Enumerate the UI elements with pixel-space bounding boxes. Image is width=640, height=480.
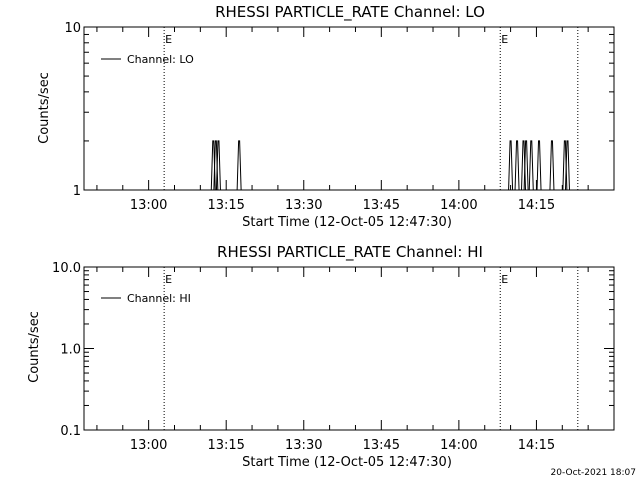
chart-lo-xtick-label: 14:15	[518, 198, 555, 213]
chart-lo-frame-rect	[83, 26, 615, 191]
chart-hi-title: RHESSI PARTICLE_RATE Channel: HI	[217, 243, 483, 262]
chart-hi-ytick-label: 1.0	[60, 343, 81, 358]
chart-hi-xtick-label: 13:15	[207, 438, 244, 453]
chart-hi-legend-label: Channel: HI	[127, 292, 191, 305]
chart-lo-data-spike	[523, 140, 529, 191]
chart-hi-xtick-label: 14:00	[440, 438, 477, 453]
chart-lo-marker-label: E	[501, 33, 508, 46]
chart-lo-legend-label: Channel: LO	[127, 53, 194, 66]
chart-lo-legend: Channel: LO	[101, 53, 194, 66]
chart-hi-marker-label: E	[501, 273, 508, 286]
chart-lo-series	[210, 140, 570, 191]
footer-timestamp: 20-Oct-2021 18:07	[551, 468, 636, 478]
chart-lo-xtick-label: 13:00	[130, 198, 167, 213]
chart-lo-ytick-label: 1	[73, 184, 81, 199]
chart-lo-data-spike	[564, 140, 570, 191]
chart-lo-ytick-label: 10	[64, 21, 81, 36]
chart-lo-data-spike	[215, 140, 221, 191]
chart-lo-xtick-label: 13:45	[363, 198, 400, 213]
chart-hi-ylabel: Counts/sec	[27, 311, 42, 383]
chart-lo-x-axis: 13:00 13:15 13:30 13:45 14:00 14:15	[96, 27, 615, 213]
chart-lo-marker-label: E	[165, 33, 172, 46]
chart-hi-ytick-label: 10.0	[52, 261, 81, 276]
chart-hi-xtick-label: 13:30	[285, 438, 322, 453]
chart-hi-y-axis: 0.1 1.0 10.0	[52, 261, 614, 439]
chart-lo-xtick-label: 14:00	[440, 198, 477, 213]
chart-lo-plot-frame	[83, 26, 615, 191]
chart-hi-xtick-label: 13:45	[363, 438, 400, 453]
chart-lo-panel: RHESSI PARTICLE_RATE Channel: LO Counts/…	[37, 3, 615, 230]
chart-lo-data-spike	[528, 140, 534, 191]
chart-lo-y-axis: 1 10	[64, 21, 614, 199]
chart-hi-legend: Channel: HI	[101, 292, 191, 305]
chart-lo-xtick-label: 13:15	[207, 198, 244, 213]
chart-lo-xlabel: Start Time (12-Oct-05 12:47:30)	[242, 215, 452, 230]
chart-lo-data-spike	[236, 140, 242, 191]
chart-lo-data-spike	[536, 140, 542, 191]
chart-hi-x-axis: 13:00 13:15 13:30 13:45 14:00 14:15	[96, 267, 615, 453]
chart-hi-panel: RHESSI PARTICLE_RATE Channel: HI Counts/…	[27, 243, 615, 470]
chart-hi-marker-label: E	[165, 273, 172, 286]
chart-hi-xtick-label: 13:00	[130, 438, 167, 453]
chart-lo-data-spike	[508, 140, 514, 191]
chart-lo-title: RHESSI PARTICLE_RATE Channel: LO	[215, 3, 485, 22]
chart-lo-xtick-label: 13:30	[285, 198, 322, 213]
chart-hi-xlabel: Start Time (12-Oct-05 12:47:30)	[242, 455, 452, 470]
chart-hi-xtick-label: 14:15	[518, 438, 555, 453]
chart-lo-data-spike	[549, 140, 555, 191]
chart-lo-data-spike	[514, 140, 520, 191]
chart-lo-ylabel: Counts/sec	[37, 72, 52, 144]
chart-hi-ytick-label: 0.1	[60, 424, 81, 439]
